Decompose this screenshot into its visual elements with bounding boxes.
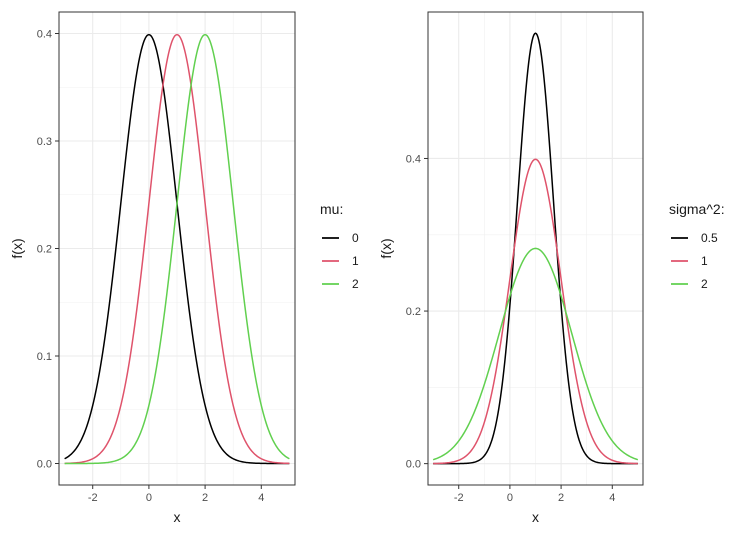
y-tick-label: 0.3	[37, 136, 52, 148]
x-axis-title: x	[174, 509, 181, 525]
x-axis-title: x	[532, 509, 539, 525]
x-tick-label: 2	[558, 492, 564, 504]
x-tick-label: -2	[88, 492, 98, 504]
legend-title: sigma^2:	[669, 201, 725, 217]
panel-2: -2 0 2 4 0.0 0.2 0.4 x f(x) sigma^2: 0.5 1 2	[378, 11, 725, 525]
series-line-1	[64, 33, 290, 465]
y-tick-label: 0.4	[406, 153, 421, 165]
panel-1: -2 0 2 4 0.0 0.1 0.2 0.3 0.4 x f(x) mu: 0 1 2	[9, 11, 359, 525]
y-axis-title: f(x)	[9, 238, 25, 258]
x-tick-label: 4	[258, 492, 264, 504]
y-tick-label: 0.2	[406, 306, 421, 318]
series-line-2	[64, 33, 290, 465]
panel-border	[427, 11, 644, 486]
y-tick-label: 0.0	[406, 459, 421, 471]
y-tick-label: 0.2	[37, 244, 52, 256]
legend-label: 1	[352, 254, 359, 268]
y-tick-label: 0.1	[37, 351, 52, 363]
series-line-0.5	[433, 32, 638, 465]
legend-title: mu:	[320, 201, 343, 217]
series-line-1	[433, 158, 638, 465]
series-line-2	[432, 247, 639, 461]
legend-label: 0	[352, 231, 359, 245]
x-tick-label: 0	[146, 492, 152, 504]
x-tick-label: -2	[454, 492, 464, 504]
legend: mu: 0 1 2	[320, 201, 359, 291]
x-tick-label: 2	[202, 492, 208, 504]
legend-label: 2	[352, 277, 359, 291]
legend-label: 1	[701, 254, 708, 268]
legend-label: 2	[701, 277, 708, 291]
x-tick-label: 4	[609, 492, 615, 504]
legend-label: 0.5	[701, 231, 718, 245]
legend: sigma^2: 0.5 1 2	[669, 201, 725, 291]
y-tick-label: 0.4	[37, 29, 52, 41]
x-tick-label: 0	[507, 492, 513, 504]
y-tick-label: 0.0	[37, 459, 52, 471]
y-axis-title: f(x)	[378, 238, 394, 258]
